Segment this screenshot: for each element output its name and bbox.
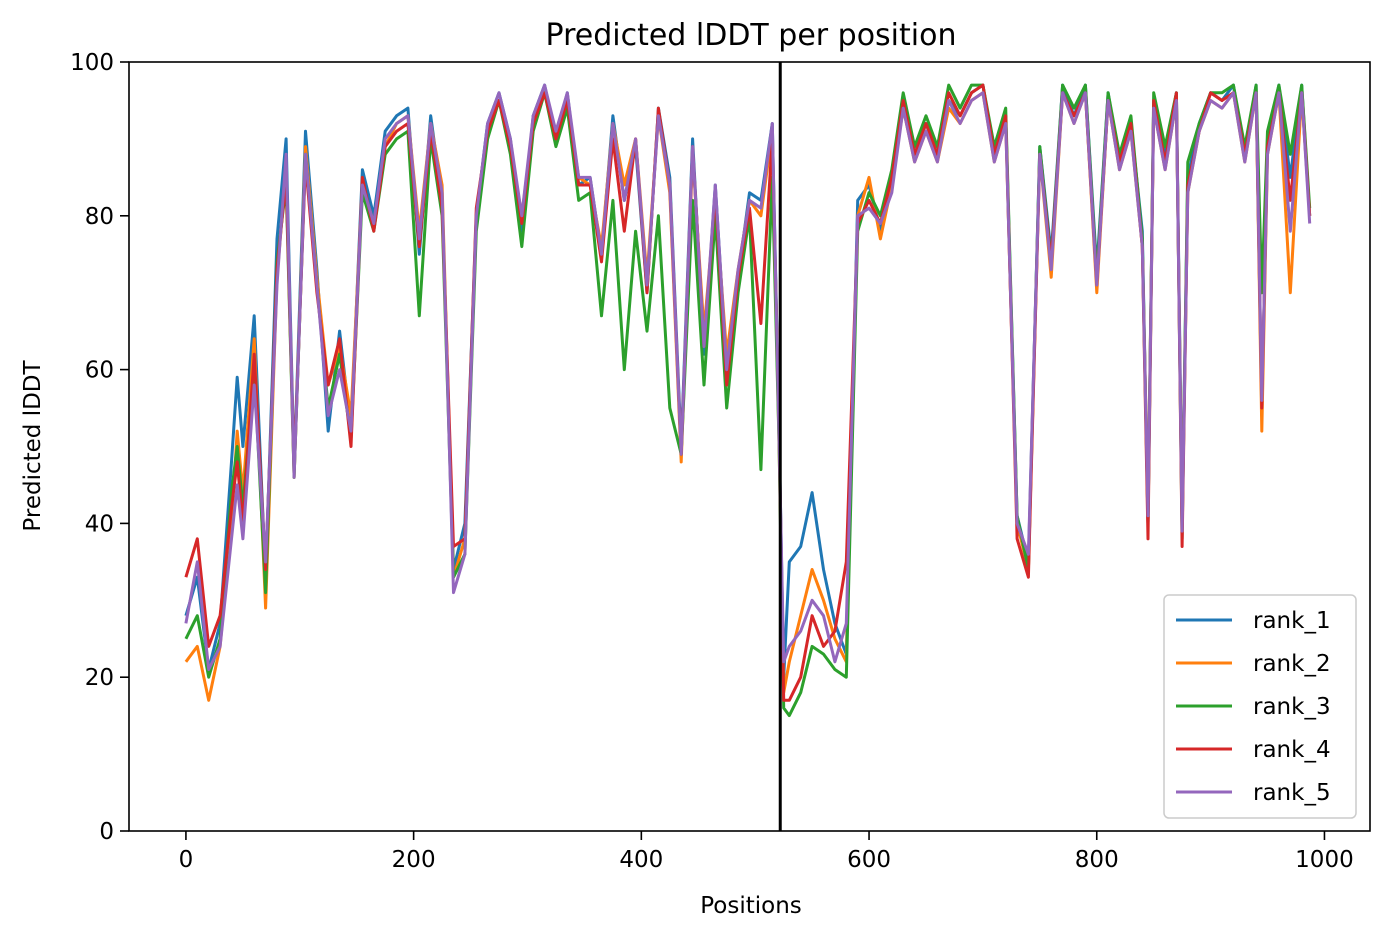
legend-label-rank-4: rank_4 bbox=[1253, 737, 1331, 763]
chart-title: Predicted lDDT per position bbox=[546, 18, 957, 53]
x-tick-label: 200 bbox=[392, 847, 436, 873]
legend-label-rank-5: rank_5 bbox=[1253, 780, 1331, 806]
y-tick-label: 100 bbox=[70, 50, 114, 76]
x-axis-ticks: 0 200 400 600 800 1000 bbox=[179, 831, 1354, 873]
y-axis-label: Predicted lDDT bbox=[20, 359, 46, 531]
series-line-rank-4 bbox=[184, 83, 1312, 702]
x-tick-label: 1000 bbox=[1295, 847, 1354, 873]
legend-items: rank_1 rank_2 rank_3 rank_4 rank_5 bbox=[1176, 608, 1331, 806]
y-tick-label: 40 bbox=[85, 511, 114, 537]
x-tick-label: 0 bbox=[179, 847, 194, 873]
legend-box bbox=[1163, 594, 1357, 819]
x-axis-label: Positions bbox=[700, 893, 802, 919]
legend-label-rank-2: rank_2 bbox=[1253, 651, 1331, 677]
y-tick-label: 60 bbox=[85, 358, 114, 384]
legend-label-rank-3: rank_3 bbox=[1253, 694, 1331, 720]
series-layer bbox=[184, 83, 1312, 718]
plot-frame bbox=[128, 61, 1371, 832]
legend-label-rank-1: rank_1 bbox=[1253, 608, 1331, 634]
legend: rank_1 rank_2 rank_3 rank_4 rank_5 bbox=[1163, 594, 1357, 819]
series-line-rank-3 bbox=[184, 83, 1312, 718]
y-tick-label: 80 bbox=[85, 204, 114, 230]
x-tick-label: 800 bbox=[1075, 847, 1119, 873]
series-line-rank-5 bbox=[184, 83, 1312, 671]
y-tick-label: 20 bbox=[85, 665, 114, 691]
x-tick-label: 600 bbox=[847, 847, 891, 873]
y-axis-ticks: 0 20 40 60 80 100 bbox=[70, 50, 129, 845]
y-tick-label: 0 bbox=[99, 819, 114, 845]
x-tick-label: 400 bbox=[619, 847, 663, 873]
